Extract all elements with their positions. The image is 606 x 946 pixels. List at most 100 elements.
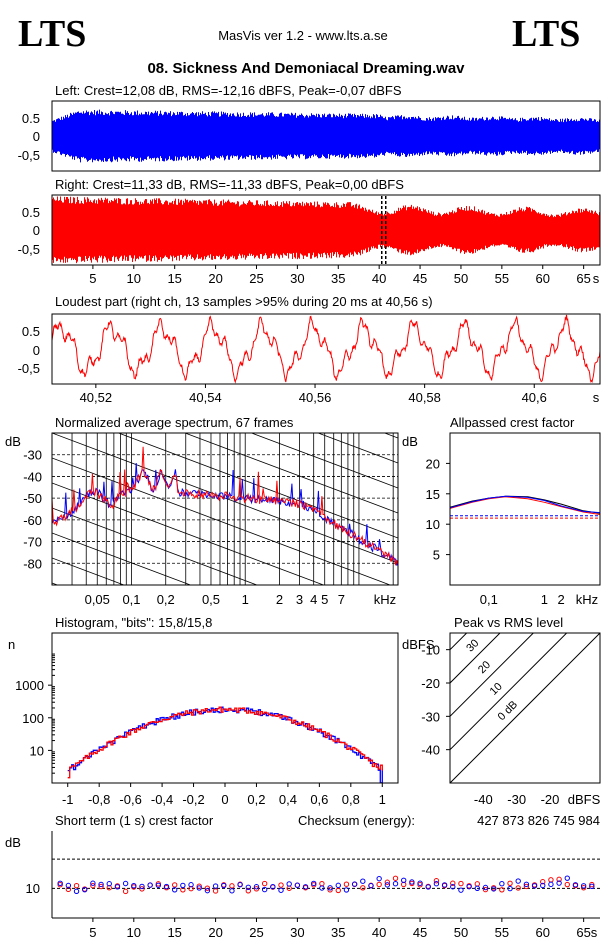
histogram-title: Histogram, "bits": 15,8/15,8 <box>55 615 212 630</box>
loudest-series <box>51 314 601 384</box>
histogram-series <box>67 706 383 784</box>
loudest-part-frame <box>51 313 601 385</box>
spectrum-ytick-label: -80 <box>23 556 42 571</box>
loudest-xtick-label: 40,52 <box>80 390 113 405</box>
shortterm-point-right <box>564 881 570 888</box>
histogram-ytick-label: 100 <box>22 711 44 726</box>
shortterm-point-right <box>98 883 104 890</box>
shortterm-plot: 10 5 10 15 20 25 30 35 40 45 50 55 60 65 s <box>26 831 600 940</box>
shortterm-point-right <box>376 881 382 888</box>
spectrum-slope-line <box>250 433 398 489</box>
shortterm-point-left <box>106 881 112 887</box>
peakrms-point <box>572 620 577 625</box>
histogram-xtick-label: 0,6 <box>310 792 328 807</box>
spectrum-xtick-label: 1 <box>242 592 249 607</box>
spectrum-slope-line <box>52 482 325 585</box>
shortterm-point-left <box>458 887 464 893</box>
histogram-xtick-label: -1 <box>62 792 74 807</box>
peakrms-ytick-label: -20 <box>421 676 440 691</box>
crest-line <box>450 633 501 684</box>
shortterm-point-right <box>327 887 333 893</box>
shortterm-point-left <box>450 884 456 890</box>
time-xtick-label: 15 <box>167 271 181 286</box>
shortterm-point-left <box>245 884 251 891</box>
loudest-ytick-2: -0,5 <box>18 361 40 376</box>
shortterm-point-right <box>196 883 202 889</box>
histogram-frame <box>51 632 399 784</box>
spectrum-slope-line <box>52 557 125 585</box>
allpassed-series-2 <box>449 495 601 514</box>
shortterm-point-left <box>90 880 96 886</box>
crest-line-label: 10 <box>488 681 505 698</box>
histogram-ytick-label: 1000 <box>15 678 44 693</box>
shortterm-point-left <box>270 884 276 890</box>
shortterm-point-left <box>311 880 317 887</box>
shortterm-point-left <box>278 887 284 893</box>
histogram-ylabel: n <box>8 637 15 652</box>
spectrum-slope-line <box>52 507 259 585</box>
shortterm-point-right <box>343 881 350 887</box>
shortterm-point-left <box>221 882 227 889</box>
crest-line <box>450 633 535 718</box>
right-waveform-plot: 0.5 0 -0,5 5 10 15 20 25 30 35 40 45 50 55 60 65 s <box>18 194 601 286</box>
shortterm-point-right <box>212 888 219 894</box>
shortterm-point-left <box>131 882 137 889</box>
spectrum-ytick-label: -70 <box>23 535 42 550</box>
shortterm-point-right <box>278 882 284 888</box>
shortterm-point-left <box>515 878 521 884</box>
left-ytick-1: 0 <box>33 129 40 144</box>
peakrms-point <box>576 617 581 622</box>
shortterm-point-right <box>122 888 129 895</box>
peakrms-point <box>575 618 580 623</box>
shortterm-point-right <box>261 880 268 887</box>
shortterm-point-left <box>490 886 497 892</box>
peakrms-point <box>571 624 576 629</box>
loudest-part-plot: 0.5 0 -0,5 40,52 40,54 40,56 40,58 40,6 s <box>18 313 601 405</box>
histogram-plot: 1000 100 10 -1 -0,8 -0,6 -0,4 -0,2 0 0,2 0,4 0,6 0,8… <box>15 632 399 807</box>
histogram-ytick-label: 10 <box>30 743 44 758</box>
shortterm-xtick-label: 45 <box>413 925 427 940</box>
shortterm-point-right <box>245 888 251 894</box>
time-xtick-label: 35 <box>331 271 345 286</box>
spectrum-title: Normalized average spectrum, 67 frames <box>55 415 294 430</box>
crest-line-label: 0 dB <box>496 699 520 723</box>
shortterm-point-left <box>368 883 374 889</box>
shortterm-point-left <box>188 882 194 888</box>
shortterm-point-left <box>180 882 186 889</box>
histogram-xtick-label: 1 <box>379 792 386 807</box>
shortterm-xtick-label: 30 <box>290 925 304 940</box>
time-xtick-label: 50 <box>454 271 468 286</box>
spectrum-plot: -30-40-50-60-70-800,05 0,1 0,2 0,5 1 2 3 4 5 7 kHz <box>23 432 399 607</box>
spectrum-xtick-label: 2 <box>276 592 283 607</box>
shortterm-point-left <box>171 887 178 893</box>
shortterm-point-right <box>229 883 235 889</box>
shortterm-point-right <box>73 882 80 889</box>
spectrum-slope-line <box>52 433 398 564</box>
shortterm-xtick-label: 35 <box>331 925 345 940</box>
shortterm-point-right <box>589 881 595 888</box>
loudest-xunit: s <box>593 390 600 405</box>
shortterm-point-left <box>294 882 301 888</box>
peakrms-title: Peak vs RMS level <box>454 615 563 630</box>
left-waveform-plot: 0.5 0 -0,5 <box>18 100 601 172</box>
allpassed-title: Allpassed crest factor <box>450 415 575 430</box>
shortterm-point-right <box>474 881 481 887</box>
shortterm-point-left <box>196 885 202 891</box>
histogram-xtick-label: -0,2 <box>182 792 204 807</box>
time-xtick-label: 30 <box>290 271 304 286</box>
shortterm-point-left <box>441 882 448 888</box>
shortterm-point-left <box>556 880 562 886</box>
time-xtick-label: 20 <box>208 271 222 286</box>
shortterm-point-left <box>335 882 341 889</box>
shortterm-point-left <box>433 881 440 887</box>
time-xtick-label: 10 <box>127 271 141 286</box>
time-xtick-label: 55 <box>495 271 509 286</box>
shortterm-point-left <box>302 884 309 890</box>
shortterm-point-left <box>580 883 587 889</box>
shortterm-point-right <box>515 885 521 891</box>
peakrms-ylabel: dBFS <box>402 637 435 652</box>
spectrum-ytick-label: -30 <box>23 448 42 463</box>
spectrum-xunit: kHz <box>374 592 396 607</box>
shortterm-point-left <box>204 887 211 894</box>
